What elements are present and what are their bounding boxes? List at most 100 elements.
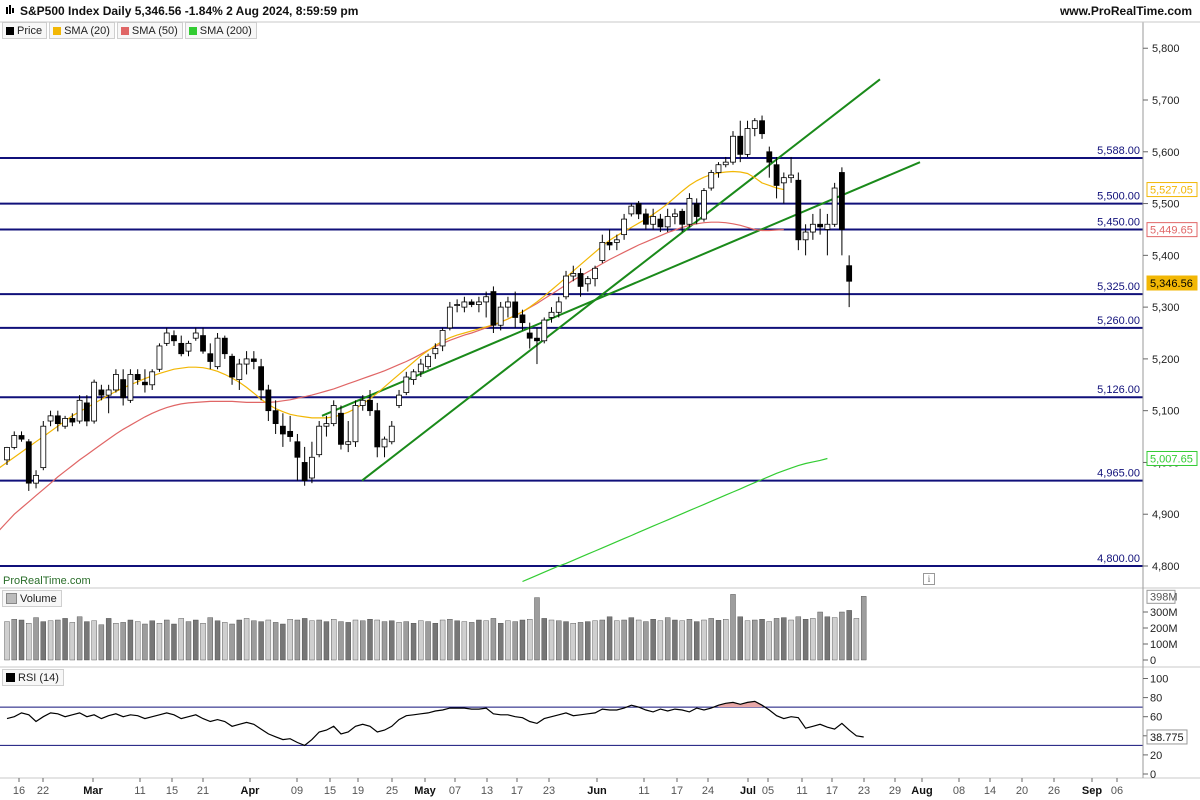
x-tick-label: Jun <box>587 785 607 797</box>
candle-body-down <box>207 353 214 362</box>
price-candle <box>381 436 388 458</box>
volume-bar <box>657 620 664 661</box>
candle-body-up <box>417 363 424 373</box>
candle-body-up <box>454 304 461 306</box>
price-candle <box>563 270 569 300</box>
candle-body-up <box>439 330 446 347</box>
volume-bar <box>548 619 555 661</box>
x-tick-label: 15 <box>324 785 336 797</box>
volume-bar <box>229 623 235 661</box>
candle-body-down <box>526 332 533 339</box>
volume-bar <box>839 611 845 661</box>
x-tick-label: 07 <box>449 785 461 797</box>
candle-body-up <box>621 218 627 236</box>
rsi-label[interactable]: RSI (14) <box>2 669 64 686</box>
rsi-ytick-label: 80 <box>1150 693 1162 705</box>
candle-body-up <box>751 120 758 129</box>
price-candle <box>664 208 671 233</box>
candle-body-up <box>461 301 468 308</box>
volume-bar <box>258 621 264 661</box>
rsi-ytick-label: 60 <box>1150 712 1162 724</box>
volume-bar <box>759 619 765 661</box>
candle-body-up <box>613 239 620 243</box>
x-tick-label: 14 <box>984 785 996 797</box>
volume-bar <box>26 623 32 661</box>
candle-body-down <box>737 135 744 155</box>
candle-body-down <box>577 273 584 287</box>
volume-bar <box>98 624 105 661</box>
price-candle <box>330 400 337 427</box>
price-candle <box>701 188 707 222</box>
price-candle <box>432 343 439 359</box>
horizontal-level-label: 5,126.00 <box>1097 384 1140 396</box>
candle-body-up <box>599 241 606 261</box>
price-candle <box>686 193 693 227</box>
x-tick-label: 24 <box>702 785 714 797</box>
volume-bar <box>62 618 68 661</box>
candle-body-down <box>54 415 61 425</box>
volume-bar <box>214 620 221 661</box>
candle-body-up <box>824 223 831 230</box>
price-ytick-label: 5,100 <box>1152 406 1180 418</box>
volume-bar <box>55 619 61 661</box>
price-ytick-label: 4,900 <box>1152 509 1180 521</box>
volume-bar <box>149 620 155 661</box>
candle-body-down <box>642 213 649 225</box>
x-tick-label: Sep <box>1082 785 1102 797</box>
horizontal-level-label: 5,588.00 <box>1097 145 1140 157</box>
volume-bar <box>505 620 511 661</box>
candle-body-down <box>846 265 853 282</box>
volume-bar <box>563 621 569 661</box>
price-candle <box>105 384 112 414</box>
volume-bar <box>113 623 119 661</box>
candle-body-down <box>635 203 642 215</box>
volume-bar <box>461 621 468 661</box>
volume-bar <box>577 622 584 661</box>
candle-body-up <box>475 301 482 305</box>
price-candle <box>730 131 736 165</box>
candle-body-up <box>156 345 163 370</box>
x-tick-label: 23 <box>543 785 555 797</box>
x-tick-label: 09 <box>291 785 303 797</box>
price-candle <box>577 268 584 297</box>
value-tag-box <box>1146 182 1198 198</box>
price-candle <box>40 421 47 471</box>
candle-body-up <box>425 355 431 368</box>
sma20-swatch <box>53 26 62 35</box>
site-link[interactable]: www.ProRealTime.com <box>1059 4 1192 18</box>
candle-body-up <box>555 301 562 313</box>
price-candle <box>69 413 76 427</box>
price-candle <box>142 369 148 393</box>
candle-body-up <box>236 363 243 381</box>
candle-body-up <box>701 190 707 220</box>
candle-body-up <box>802 231 809 241</box>
horizontal-level-label: 5,260.00 <box>1097 315 1140 327</box>
volume-bar <box>243 618 250 661</box>
volume-bar <box>156 623 163 661</box>
candle-body-up <box>592 267 598 280</box>
candle-body-up <box>744 128 751 155</box>
price-candle <box>345 421 352 453</box>
volume-label[interactable]: Volume <box>2 590 62 607</box>
volume-bar <box>860 596 867 661</box>
volume-bar <box>752 619 758 661</box>
x-tick-label: 11 <box>134 785 145 797</box>
x-tick-label: 25 <box>386 785 398 797</box>
rsi-swatch <box>6 673 15 682</box>
volume-label-text: Volume <box>20 592 57 605</box>
x-tick-label: 11 <box>796 785 807 797</box>
candle-body-down <box>766 151 773 163</box>
price-candle <box>461 296 468 313</box>
price-candle <box>541 317 548 344</box>
volume-ytick-label: 300M <box>1150 607 1178 619</box>
volume-bar <box>323 621 330 661</box>
price-candle <box>592 265 598 287</box>
horizontal-level-label: 4,800.00 <box>1097 553 1140 565</box>
legend-sma200-label: SMA (200) <box>199 24 252 37</box>
price-candle <box>817 208 824 235</box>
candle-body-up <box>76 399 83 422</box>
price-candle <box>759 115 765 139</box>
volume-bar <box>527 619 533 661</box>
info-icon[interactable]: i <box>923 573 935 585</box>
